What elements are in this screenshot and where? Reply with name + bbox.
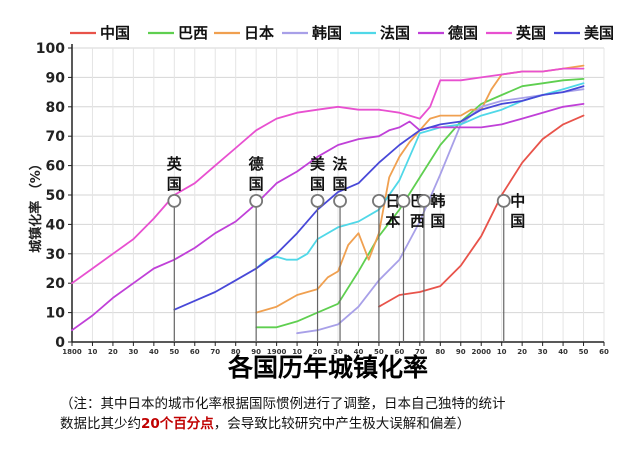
x-tick-label: 20 <box>517 348 527 356</box>
marker-label-char: 本 <box>385 212 400 230</box>
y-tick-label: 10 <box>46 306 66 322</box>
marker-circle <box>167 193 182 208</box>
x-tick-label: 50 <box>169 348 179 356</box>
x-tick-label: 40 <box>354 348 364 356</box>
legend-label: 英国 <box>516 24 546 42</box>
x-tick-label: 30 <box>333 348 343 356</box>
footnote-line-2: 数据比其少约20个百分点，会导致比较研究中产生极大误解和偏差） <box>60 414 620 434</box>
footnote-highlight: 20个百分点 <box>141 416 214 432</box>
x-tick-label: 30 <box>538 348 548 356</box>
y-tick-label: 90 <box>46 70 66 86</box>
y-tick-label: 30 <box>46 247 66 263</box>
legend-label: 美国 <box>584 24 614 42</box>
x-tick-label: 30 <box>129 348 139 356</box>
x-tick-label: 1900 <box>267 348 287 356</box>
series-line-日本 <box>255 64 585 314</box>
x-tick-label: 70 <box>210 348 220 356</box>
series-line-韩国 <box>296 88 585 335</box>
x-tick-label: 20 <box>108 348 118 356</box>
marker-label-char: 国 <box>333 175 348 193</box>
series-line-德国 <box>71 103 585 332</box>
x-tick-label: 60 <box>395 348 405 356</box>
legend-label: 德国 <box>448 24 478 42</box>
markers: 英国德国美国法国日本巴西韩国中国 <box>167 155 525 342</box>
marker-circle <box>496 193 511 208</box>
marker-circle <box>249 193 264 208</box>
x-tick-label: 50 <box>579 348 589 356</box>
x-tick-label: 70 <box>415 348 425 356</box>
marker-label-char: 国 <box>249 175 264 193</box>
marker-label-char: 国 <box>310 175 325 193</box>
x-tick-label: 80 <box>231 348 241 356</box>
marker-label-char: 国 <box>167 175 182 193</box>
series-line-法国 <box>255 82 585 270</box>
x-tick-label: 40 <box>149 348 159 356</box>
x-tick-label: 40 <box>558 348 568 356</box>
legend-label: 日本 <box>244 24 274 42</box>
marker-label-char: 美 <box>310 155 326 173</box>
y-tick-label: 70 <box>46 129 66 145</box>
legend-label: 中国 <box>100 24 130 42</box>
axes: 0 10 20 30 40 50 60 70 80 90 100 1800 10 20 30 40 50 60 70… <box>36 41 609 356</box>
legend: 中国 巴西 日本 韩国 法国 德国 英国 美国 <box>70 24 614 42</box>
marker-label-char: 德 <box>249 155 264 173</box>
y-axis-label: 城镇化率 （%） <box>28 157 44 253</box>
x-tick-label: 1800 <box>62 348 82 356</box>
x-tick-label: 80 <box>435 348 445 356</box>
x-tick-label: 90 <box>456 348 466 356</box>
marker-label-char: 法 <box>333 155 348 173</box>
y-tick-label: 40 <box>46 217 66 233</box>
x-tick-label: 10 <box>497 348 507 356</box>
y-tick-label: 20 <box>46 276 66 292</box>
x-tick-label: 10 <box>292 348 302 356</box>
marker-label-char: 韩 <box>430 192 445 210</box>
series-line-巴西 <box>255 78 585 329</box>
marker-label-char: 中 <box>510 192 525 210</box>
marker-label-char: 日 <box>385 192 400 210</box>
y-tick-label: 100 <box>36 41 65 57</box>
marker-label-char: 西 <box>410 212 425 230</box>
x-tick-label: 2000 <box>471 348 491 356</box>
x-tick-label: 50 <box>374 348 384 356</box>
x-tick-label: 60 <box>190 348 200 356</box>
footnote-line-2-start: 数据比其少约 <box>60 416 141 432</box>
marker-circle <box>372 193 386 208</box>
footnote-line-2-end: ，会导致比较研究中产生极大误解和偏差） <box>213 416 471 432</box>
x-tick-label: 90 <box>251 348 261 356</box>
series-line-中国 <box>378 114 585 308</box>
footnote-line-1: （注：其中日本的城市化率根据国际惯例进行了调整，日本自己独特的统计 <box>60 396 506 412</box>
x-tick-label: 20 <box>313 348 323 356</box>
x-tick-label: 10 <box>88 348 98 356</box>
y-tick-label: 0 <box>55 335 65 351</box>
series-line-英国 <box>71 67 585 285</box>
chart-title: 各国历年城镇化率 <box>227 353 428 382</box>
marker-circle <box>333 193 347 208</box>
footnote: （注：其中日本的城市化率根据国际惯例进行了调整，日本自己独特的统计 数据比其少约… <box>60 394 620 434</box>
series-line-美国 <box>173 85 585 311</box>
marker-label-char: 国 <box>430 212 445 230</box>
y-tick-label: 80 <box>46 100 66 116</box>
legend-label: 巴西 <box>178 24 208 42</box>
y-tick-label: 50 <box>46 188 66 204</box>
marker-circle <box>417 193 431 208</box>
marker-circle <box>396 193 411 208</box>
marker-circle <box>310 193 325 208</box>
y-tick-label: 60 <box>46 159 66 175</box>
x-tick-label: 60 <box>599 348 609 356</box>
urbanization-chart: 中国 巴西 日本 韩国 法国 德国 英国 美国 01020304050607080901001… <box>28 24 614 382</box>
marker-label-char: 国 <box>510 212 525 230</box>
marker-label-char: 英 <box>167 155 183 173</box>
series-lines <box>71 64 585 335</box>
y-axis-label-text: 城镇化率 （%） <box>28 157 44 253</box>
legend-label: 法国 <box>380 24 410 42</box>
legend-label: 韩国 <box>312 24 342 42</box>
